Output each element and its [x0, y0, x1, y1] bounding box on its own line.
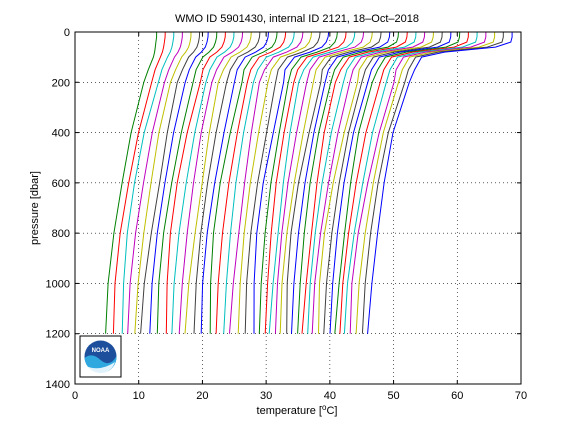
- temperature-profile-line: [307, 31, 417, 334]
- temperature-profile-line: [367, 32, 513, 334]
- temperature-profile-line: [112, 31, 166, 334]
- y-tick-label: 1400: [46, 379, 70, 391]
- series-group: [105, 31, 513, 334]
- y-tick-label: 1200: [46, 329, 70, 341]
- temperature-profile-line: [121, 31, 175, 334]
- temperature-profile-line: [349, 31, 487, 334]
- temperature-profile-line: [355, 32, 496, 334]
- temperature-profile-line: [339, 31, 469, 334]
- y-tick-label: 400: [52, 128, 70, 140]
- temperature-profile-line: [229, 31, 304, 334]
- temperature-profile-line: [127, 31, 183, 334]
- temperature-profile-line: [149, 31, 209, 334]
- temperature-profile-line: [258, 31, 338, 334]
- temperature-profile-line: [178, 31, 244, 334]
- x-tick-label: 20: [196, 390, 208, 402]
- temperature-profile-line: [264, 31, 347, 334]
- temperature-profile-line: [343, 31, 478, 334]
- temperature-profile-line: [165, 31, 226, 334]
- grid: [75, 32, 521, 384]
- x-tick-label: 0: [72, 390, 78, 402]
- temperature-profile-line: [184, 31, 252, 334]
- y-axis: 0 200 400 600 800 1000 1200 1400: [46, 27, 521, 391]
- x-tick-label: 50: [387, 390, 399, 402]
- temperature-profile-line: [318, 31, 434, 334]
- temperature-profile-line: [274, 31, 365, 334]
- temperature-profile-line: [334, 31, 461, 334]
- temperature-profile-line: [215, 31, 287, 334]
- noaa-logo-icon: NOAA: [79, 335, 122, 378]
- temperature-profile-line: [209, 31, 278, 334]
- temperature-profile-line: [156, 31, 218, 334]
- temperature-profile-line: [134, 31, 192, 334]
- x-axis-title: temperature [oC]: [257, 403, 338, 417]
- temperature-profile-line: [286, 31, 382, 334]
- temperature-profile-line: [291, 31, 391, 334]
- chart-title: WMO ID 5901430, internal ID 2121, 18–Oct…: [175, 13, 419, 25]
- axes-box: [74, 31, 522, 385]
- temperature-profile-line: [301, 31, 408, 334]
- temperature-profile-line: [193, 31, 261, 334]
- x-tick-label: 40: [324, 390, 336, 402]
- temperature-profile-line: [237, 31, 312, 334]
- temperature-profile-line: [329, 31, 452, 334]
- temperature-profile-line: [223, 31, 295, 334]
- noaa-logo-text: NOAA: [92, 348, 110, 354]
- y-tick-label: 0: [64, 27, 70, 39]
- temperature-profile-line: [200, 31, 269, 334]
- y-axis-title: pressure [dbar]: [29, 171, 41, 245]
- y-tick-label: 1000: [46, 278, 70, 290]
- x-axis: 0 10 20 30 40 50 60 70: [72, 32, 527, 402]
- x-tick-label: 30: [260, 390, 272, 402]
- y-tick-label: 600: [52, 178, 70, 190]
- y-tick-label: 200: [52, 77, 70, 89]
- temperature-profile-line: [171, 31, 235, 334]
- temperature-profile-line: [244, 31, 321, 334]
- temperature-profile-line: [140, 31, 201, 334]
- temperature-profile-line: [361, 32, 504, 334]
- temperature-profile-line: [297, 31, 399, 334]
- x-tick-label: 10: [133, 390, 145, 402]
- x-tick-label: 70: [515, 390, 527, 402]
- temperature-profile-line: [268, 31, 356, 334]
- y-tick-label: 800: [52, 228, 70, 240]
- temperature-profile-line: [105, 32, 158, 334]
- temperature-profile-line: [279, 31, 373, 334]
- x-tick-label: 60: [451, 390, 463, 402]
- temperature-profile-line: [311, 31, 426, 334]
- temperature-profile-line: [253, 31, 330, 334]
- temperature-profile-line: [323, 31, 443, 334]
